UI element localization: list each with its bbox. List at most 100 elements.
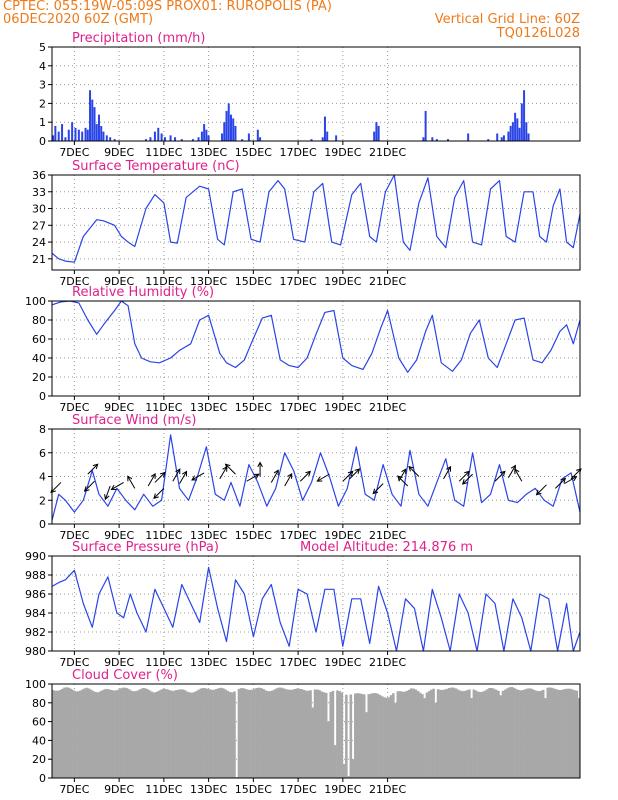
- y-tick-label: 980: [25, 645, 46, 658]
- y-tick-label: 0: [39, 390, 46, 403]
- wind-arrow-shaft: [111, 482, 124, 490]
- panel-title: Surface Pressure (hPa): [72, 540, 219, 555]
- cloud-column: [331, 690, 335, 778]
- cloud-column: [546, 687, 549, 778]
- cloud-column: [506, 688, 509, 778]
- wind-arrow-head: [127, 475, 133, 482]
- cloud-column: [436, 689, 440, 778]
- panel-frame: [51, 46, 581, 142]
- wind-arrow-shaft: [191, 472, 205, 481]
- cloud-column: [316, 689, 319, 778]
- cloud-column: [222, 688, 225, 778]
- cloud-column: [141, 688, 145, 778]
- precip-bar: [247, 133, 250, 141]
- precip-bar: [326, 131, 329, 141]
- cloud-column: [65, 687, 68, 778]
- panel-frame: [51, 683, 581, 779]
- precip-bar: [227, 103, 230, 141]
- cloud-column: [58, 690, 62, 778]
- cloud-column: [295, 688, 299, 778]
- cloud-column: [403, 691, 406, 778]
- precip-bar: [61, 124, 64, 141]
- cloud-column: [401, 691, 404, 778]
- cloud-column: [72, 690, 75, 778]
- wind-arrow: [535, 484, 547, 496]
- y-tick-label: 1: [39, 116, 46, 129]
- cloud-column: [197, 689, 200, 778]
- x-tick-label: 11DEC: [145, 529, 182, 542]
- cloud-column: [204, 688, 207, 778]
- cloud-column: [423, 698, 426, 778]
- wind-arrow-head: [110, 484, 117, 490]
- precip-bar: [502, 135, 505, 141]
- cloud-column: [360, 693, 364, 778]
- wind-arrow-shaft: [147, 473, 156, 487]
- cloud-column: [441, 689, 444, 778]
- cloud-column: [94, 692, 98, 778]
- precip-bar: [163, 137, 166, 141]
- cloud-column: [371, 693, 375, 778]
- cloud-column: [566, 688, 570, 778]
- precip-bar: [323, 116, 326, 141]
- x-tick-label: 11DEC: [145, 146, 182, 159]
- x-tick-label: 19DEC: [324, 529, 361, 542]
- cloud-column: [421, 694, 424, 778]
- panel-title: Precipitation (mm/h): [72, 31, 205, 46]
- precip-bar: [516, 118, 519, 141]
- cloud-column: [123, 687, 127, 778]
- cloud-column: [465, 690, 469, 778]
- cloud-column: [233, 691, 236, 778]
- wind-arrow-shaft: [536, 484, 547, 496]
- cloud-column: [177, 689, 180, 778]
- cloud-column: [293, 688, 297, 778]
- wind-arrow: [555, 477, 567, 489]
- x-tick-label: 9DEC: [104, 275, 134, 288]
- precip-bar: [527, 133, 530, 141]
- precip-bar: [241, 139, 244, 141]
- cloud-column: [468, 689, 471, 778]
- x-tick-label: 19DEC: [324, 783, 361, 796]
- wind-arrow: [408, 465, 420, 477]
- y-tick-label: 27: [32, 219, 46, 232]
- cloud-column: [358, 693, 362, 778]
- cloud-column: [405, 691, 409, 778]
- precip-bar: [57, 131, 60, 141]
- cloud-column: [289, 689, 292, 778]
- cloud-column: [324, 692, 328, 778]
- precip-bar: [54, 125, 57, 141]
- panel-pressure: Surface Pressure (hPa) Model Altitude: 21…: [25, 540, 581, 669]
- wind-arrow: [153, 488, 165, 500]
- cloud-column: [132, 691, 136, 778]
- x-tick-label: 17DEC: [280, 146, 317, 159]
- precip-bar: [197, 137, 200, 141]
- cloud-column: [427, 691, 431, 778]
- wind-arrow-head: [305, 470, 311, 477]
- cloud-column: [242, 688, 245, 778]
- cloud-column: [573, 690, 576, 778]
- precip-bar: [174, 137, 177, 141]
- cloud-column: [559, 689, 563, 778]
- cloud-column: [490, 687, 494, 778]
- wind-arrow-head: [181, 470, 188, 477]
- cloud-column: [83, 688, 86, 778]
- cloud-column: [564, 688, 567, 778]
- cloud-column: [508, 687, 511, 778]
- cloud-column: [139, 689, 142, 778]
- wind-arrow: [50, 482, 62, 494]
- precip-bar: [67, 129, 70, 141]
- cloud-column: [190, 692, 194, 778]
- wind-arrow-shaft: [507, 465, 516, 478]
- cloud-column: [338, 691, 341, 778]
- wind-arrow: [270, 469, 279, 483]
- panel-title: Surface Wind (m/s): [72, 413, 196, 428]
- x-tick-label: 17DEC: [280, 275, 317, 288]
- cloud-column: [463, 690, 467, 778]
- cloud-column: [577, 698, 581, 778]
- x-tick-label: 11DEC: [145, 275, 182, 288]
- x-tick-label: 13DEC: [190, 783, 227, 796]
- x-tick-label: 21DEC: [369, 656, 406, 669]
- cloud-column: [392, 693, 395, 778]
- cloud-column: [575, 690, 579, 778]
- cloud-column: [168, 690, 171, 778]
- precip-bar: [221, 133, 224, 141]
